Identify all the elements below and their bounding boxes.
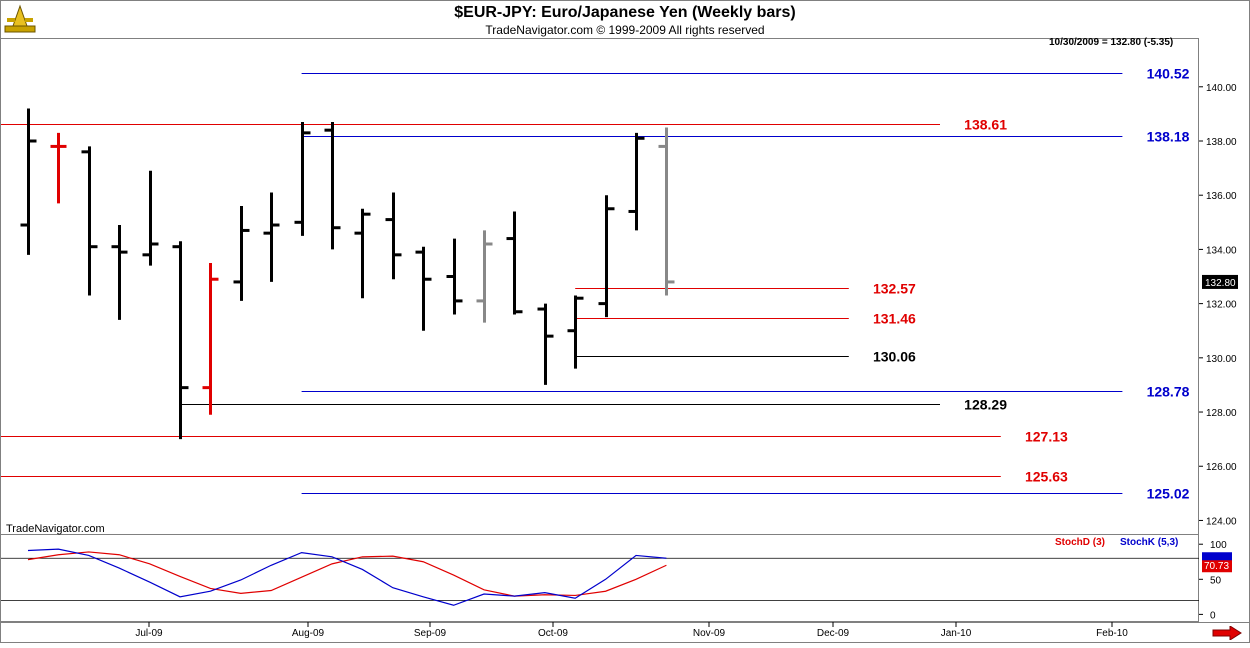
date-tick-label: Sep-09 [414,628,447,639]
legend-stoch-d: StochD (3) [1055,537,1105,548]
last-price-readout: 10/30/2009 = 132.80 (-5.35) [1049,37,1174,48]
price-levels: 140.52 138.61 138.18 132.57 131.46 130.06 128.… [1,66,1190,502]
price-tick-label: 140.00 [1206,83,1237,94]
ohlc-bar [50,132,67,204]
stochastic-plot: 100 50 0 70.73 [1,540,1232,621]
price-bars [20,108,675,440]
level-label: 128.29 [964,397,1007,413]
date-axis: Jul-09 Aug-09 Sep-09 Oct-09 Nov-09 Dec-09 Jan-… [135,622,1128,639]
trade-navigator-logo [4,4,36,33]
ohlc-bar [385,192,402,280]
level-label: 140.52 [1147,66,1190,82]
level-label: 128.78 [1147,384,1190,400]
ohlc-bar [233,206,250,301]
ohlc-bar [598,195,615,318]
ohlc-bar [111,225,128,320]
watermark-text: TradeNavigator.com [6,523,105,535]
level-label: 138.61 [964,117,1007,133]
price-axis: 140.00 138.00 136.00 134.00 132.00 130.00 128.… [1199,83,1238,527]
level-label: 125.02 [1147,486,1190,502]
ohlc-bar [658,127,675,296]
stochastic-pane [0,534,1199,622]
price-tick-label: 126.00 [1206,462,1237,473]
last-price-box [1202,274,1238,289]
price-tick-label: 136.00 [1206,191,1237,202]
stoch-tick-label: 50 [1210,575,1222,586]
ohlc-bar [20,108,37,255]
last-price-label: 132.80 [1205,278,1236,289]
ohlc-bar [506,211,523,315]
price-tick-label: 138.00 [1206,137,1237,148]
ohlc-bar [142,170,159,266]
chart-subtitle: TradeNavigator.com © 1999-2009 All right… [485,23,765,37]
level-label: 132.57 [873,281,916,297]
level-label: 130.06 [873,349,916,365]
date-tick-label: Jul-09 [135,628,163,639]
price-tick-label: 134.00 [1206,245,1237,256]
ohlc-bar [537,303,554,385]
price-pane [0,38,1199,535]
scroll-right-arrow-icon[interactable] [1212,626,1242,640]
stoch-tick-label: 0 [1210,610,1216,621]
date-tick-label: Oct-09 [538,628,568,639]
level-label: 125.63 [1025,469,1068,485]
level-label: 131.46 [873,311,916,327]
chart-title: $EUR-JPY: Euro/Japanese Yen (Weekly bars… [454,4,796,21]
price-tick-label: 130.00 [1206,354,1237,365]
date-tick-label: Dec-09 [817,628,850,639]
ohlc-bar [263,192,280,282]
stoch-last-value-label: 70.73 [1204,561,1229,572]
date-tick-label: Jan-10 [941,628,972,639]
stoch-tick-label: 100 [1210,540,1227,551]
ohlc-bar [476,230,493,323]
ohlc-bar [202,262,219,415]
date-tick-label: Nov-09 [693,628,726,639]
stoch-d-value-box [1202,560,1232,573]
price-tick-label: 132.00 [1206,300,1237,311]
level-label: 138.18 [1147,129,1190,145]
ohlc-bar [415,246,432,331]
legend-stoch-k: StochK (5,3) [1120,537,1179,548]
ohlc-bar [172,241,189,440]
price-tick-label: 128.00 [1206,408,1237,419]
price-tick-label: 124.00 [1206,516,1237,527]
level-label: 127.13 [1025,429,1068,445]
ohlc-bar [446,238,463,315]
ohlc-bar [628,132,645,231]
ohlc-bar [354,208,371,299]
ohlc-bar [81,146,98,296]
stoch-series-line [27,548,667,606]
ohlc-bar [294,122,311,236]
date-tick-label: Aug-09 [292,628,325,639]
ohlc-bar [567,295,584,369]
date-tick-label: Feb-10 [1096,628,1128,639]
ohlc-bar [324,122,341,250]
